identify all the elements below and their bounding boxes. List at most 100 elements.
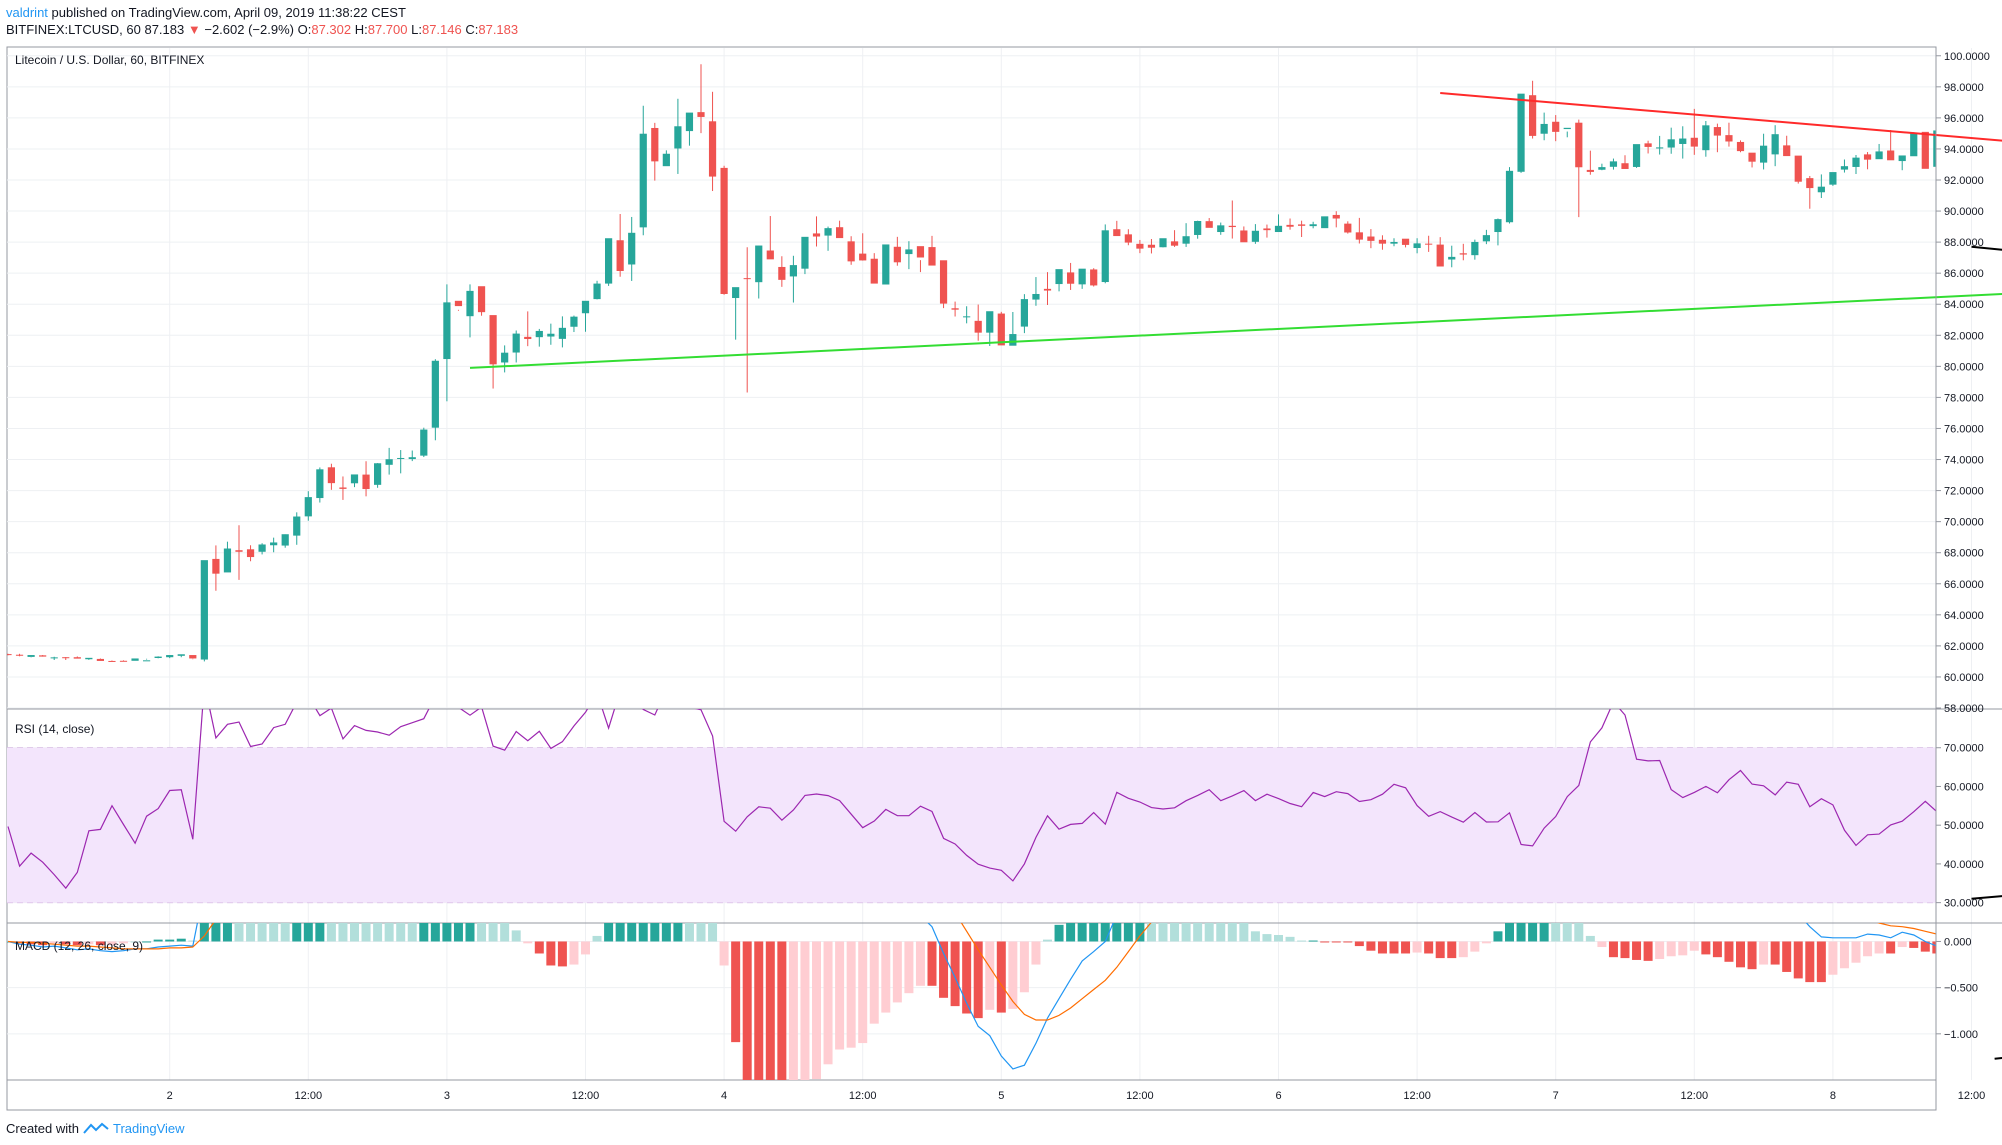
axis-labels: 100.0000 98.0000 96.0000 94.0000 92.0000 90.0… bbox=[167, 48, 1990, 1110]
y-tick-label: 0.000 bbox=[1944, 936, 1972, 948]
macd-hist-bar bbox=[1274, 935, 1283, 942]
tradingview-link[interactable]: TradingView bbox=[112, 1121, 185, 1136]
close-label: C: bbox=[465, 22, 479, 37]
macd-hist-bar bbox=[950, 941, 960, 1007]
macd-hist-bar bbox=[1608, 941, 1618, 958]
y-tick-label: 40.0000 bbox=[1944, 859, 1984, 871]
candle-body bbox=[1217, 225, 1225, 233]
candle-body bbox=[293, 516, 301, 536]
candle-body bbox=[1436, 244, 1444, 267]
candle-body bbox=[1413, 243, 1421, 249]
candle-body bbox=[374, 463, 382, 485]
y-tick-label: 50.0000 bbox=[1944, 820, 1984, 832]
author-link[interactable]: valdrint bbox=[6, 5, 48, 20]
x-tick-label: 12:00 bbox=[572, 1090, 600, 1102]
candle-body bbox=[316, 469, 324, 499]
x-tick-label: 12:00 bbox=[1403, 1090, 1431, 1102]
candle-body bbox=[327, 467, 335, 484]
trend-drawings[interactable] bbox=[469, 92, 2002, 1060]
macd-hist-bar bbox=[1782, 941, 1792, 972]
candle-body bbox=[1806, 178, 1814, 189]
candle-body bbox=[1067, 272, 1075, 284]
macd-hist-bar bbox=[1643, 941, 1653, 961]
macd-hist-bar bbox=[1724, 941, 1734, 962]
macd-hist-bar bbox=[1412, 941, 1422, 953]
candle-body bbox=[131, 658, 139, 661]
candle-body bbox=[1632, 144, 1641, 167]
candle-body bbox=[408, 457, 416, 460]
macd-hist-bar bbox=[985, 941, 995, 1010]
macd-hist-bar bbox=[1354, 941, 1364, 947]
candle-body bbox=[535, 330, 543, 338]
y-tick-label: −0.500 bbox=[1944, 983, 1978, 995]
macd-hist-bar bbox=[835, 941, 845, 1050]
macd-hist-bar bbox=[1366, 941, 1376, 951]
candle-body bbox=[1251, 230, 1259, 242]
candle-body bbox=[1644, 143, 1652, 147]
macd-hist-bar bbox=[1112, 923, 1122, 942]
macd-hist-bar bbox=[1505, 923, 1514, 942]
y-tick-label: 72.0000 bbox=[1944, 486, 1984, 498]
candle-body bbox=[1794, 155, 1802, 182]
y-tick-label: 78.0000 bbox=[1944, 392, 1984, 404]
open-label: O: bbox=[297, 22, 312, 37]
candle-body bbox=[893, 246, 901, 263]
macd-hist-bar bbox=[1678, 941, 1688, 956]
support-line bbox=[469, 293, 2002, 369]
macd-hist-bar bbox=[1019, 941, 1029, 993]
candle-body bbox=[674, 126, 682, 149]
candle-body bbox=[1425, 243, 1433, 245]
candle-body bbox=[1113, 229, 1121, 237]
candle-body bbox=[720, 167, 728, 294]
macd-hist-bar bbox=[604, 923, 614, 942]
macd-hist-bar bbox=[1216, 923, 1226, 942]
macd-hist-bar bbox=[315, 923, 325, 942]
candle-body bbox=[836, 227, 844, 239]
macd-hist-bar bbox=[1470, 941, 1480, 952]
y-tick-label: 60.0000 bbox=[1944, 781, 1984, 793]
macd-hist-bar bbox=[1920, 941, 1930, 952]
candle-body bbox=[454, 300, 463, 307]
x-tick-label: 4 bbox=[721, 1090, 727, 1102]
candle-body bbox=[1482, 235, 1490, 242]
candle-body bbox=[558, 327, 566, 339]
candle-body bbox=[1170, 241, 1179, 246]
price-candles bbox=[7, 64, 1963, 662]
macd-hist-bar bbox=[153, 939, 163, 942]
macd-hist-bar bbox=[1909, 941, 1919, 948]
x-tick-label: 12:00 bbox=[1958, 1090, 1986, 1102]
last-price: 87.183 bbox=[144, 22, 185, 37]
macd-hist-bar bbox=[61, 941, 71, 945]
macd-hist-bar bbox=[673, 923, 683, 942]
macd-hist-bar bbox=[1516, 923, 1526, 942]
macd-hist-bar bbox=[823, 941, 833, 1065]
x-tick-label: 6 bbox=[1275, 1090, 1281, 1102]
macd-hist-bar bbox=[234, 923, 244, 942]
candle-body bbox=[1517, 93, 1525, 172]
candle-body bbox=[547, 333, 555, 337]
candle-body bbox=[27, 655, 35, 657]
publish-info: published on TradingView.com, April 09, … bbox=[51, 5, 406, 20]
candle-body bbox=[39, 655, 47, 657]
candle-body bbox=[1263, 228, 1271, 231]
candle-body bbox=[1309, 224, 1317, 227]
macd-hist-bar bbox=[280, 923, 290, 942]
y-tick-label: 76.0000 bbox=[1944, 423, 1984, 435]
macd-hist-bar bbox=[962, 941, 972, 1014]
macd-hist-bar bbox=[1389, 941, 1399, 954]
macd-hist-bar bbox=[130, 941, 140, 943]
candle-body bbox=[1101, 230, 1109, 283]
candle-body bbox=[85, 657, 93, 660]
candle-body bbox=[477, 286, 486, 313]
candle-body bbox=[166, 655, 174, 658]
macd-hist-bar bbox=[557, 941, 567, 967]
macd-hist-bar bbox=[534, 941, 544, 954]
x-tick-label: 12:00 bbox=[295, 1090, 323, 1102]
candle-body bbox=[177, 654, 185, 656]
macd-hist-bar bbox=[1077, 923, 1087, 942]
macd-hist-bar bbox=[777, 941, 787, 1080]
macd-hist-bar bbox=[1458, 941, 1468, 958]
candle-body bbox=[1956, 158, 1963, 169]
macd-hist-bar bbox=[1239, 923, 1249, 942]
